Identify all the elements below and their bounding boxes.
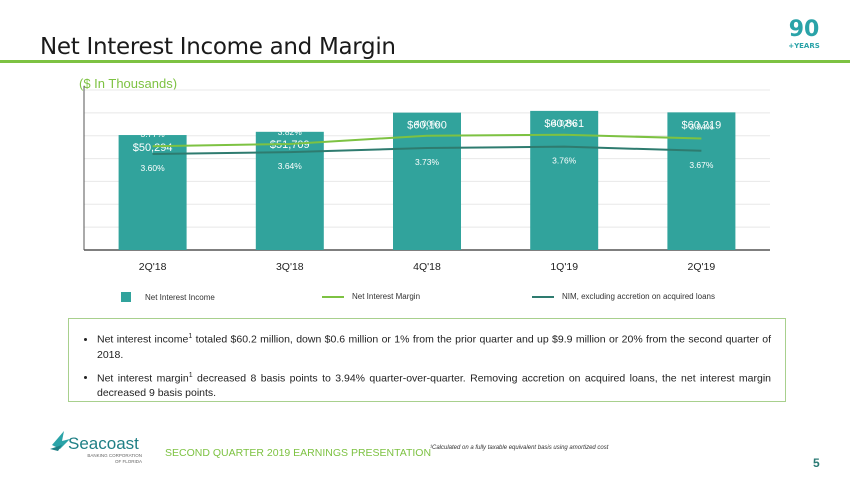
nim-data-label: 3.77% xyxy=(141,129,166,139)
legend-label: Net Interest Income xyxy=(145,292,215,302)
logo-name: Seacoast xyxy=(68,434,139,453)
logo-tagline-1: BANKING CORPORATION xyxy=(87,453,142,458)
bar-value-label: $60,219 xyxy=(682,119,722,131)
bar-1Q'19 xyxy=(530,110,599,250)
nim-ex-data-label: 3.76% xyxy=(552,156,577,166)
legend-item-net-interest-income: Net Interest Income xyxy=(121,292,215,302)
nim-data-label: 3.94% xyxy=(689,121,714,131)
footer-presentation-title: SECOND QUARTER 2019 EARNINGS PRESENTATIO… xyxy=(165,447,432,459)
anniversary-label: +YEARS xyxy=(788,42,820,50)
legend-swatch-bar xyxy=(121,292,131,302)
bar-2Q'19 xyxy=(667,112,736,251)
legend-swatch-line xyxy=(322,295,344,298)
page-number: 5 xyxy=(813,456,820,470)
nim-ex-data-label: 3.64% xyxy=(278,161,303,171)
nii-margin-chart: $50,2942Q'18$51,7093Q'18$60,1004Q'18$60,… xyxy=(83,86,770,273)
x-tick-label: 2Q'19 xyxy=(688,261,716,273)
seacoast-logo: Seacoast BANKING CORPORATION OF FLORIDA xyxy=(50,431,142,464)
chart-subtitle: ($ In Thousands) xyxy=(79,76,178,91)
bullet-nim: Net interest margin1 decreased 8 basis p… xyxy=(97,368,771,402)
page-title: Net Interest Income and Margin xyxy=(40,34,396,60)
nim-ex-data-label: 3.60% xyxy=(141,163,166,173)
legend-item-nim-ex-accretion: NIM, excluding accretion on acquired loa… xyxy=(532,292,715,301)
summary-box: Net interest income1 totaled $60.2 milli… xyxy=(68,318,786,402)
x-tick-label: 2Q'18 xyxy=(139,261,167,273)
anniversary-number: 90 xyxy=(789,17,820,42)
sail-icon xyxy=(52,431,70,449)
nim-data-label: 3.82% xyxy=(278,127,303,137)
bar-value-label: $60,861 xyxy=(544,118,584,130)
legend-label: NIM, excluding accretion on acquired loa… xyxy=(562,292,715,301)
nim-data-label: 4.00% xyxy=(415,119,440,129)
nim-ex-data-label: 3.73% xyxy=(415,157,440,167)
anniversary-90-years-logo: 90 +YEARS xyxy=(788,17,820,50)
title-divider xyxy=(0,60,850,63)
bar-value-label: $60,100 xyxy=(407,120,447,132)
legend-label: Net Interest Margin xyxy=(352,292,421,301)
nim-excluding-accretion-line xyxy=(152,145,702,155)
net-interest-margin-line xyxy=(152,133,702,148)
footnote: ¹Calculated on a fully taxable equivalen… xyxy=(430,445,609,451)
nim-ex-data-label: 3.67% xyxy=(689,160,714,170)
nim-data-label: 4.02% xyxy=(552,118,577,128)
legend-swatch-line xyxy=(532,295,554,298)
x-tick-label: 4Q'18 xyxy=(413,261,441,273)
x-tick-label: 1Q'19 xyxy=(550,261,578,273)
bar-value-label: $50,294 xyxy=(133,142,173,154)
bar-4Q'18 xyxy=(393,112,461,250)
x-tick-label: 3Q'18 xyxy=(276,261,304,273)
logo-tagline-2: OF FLORIDA xyxy=(115,459,142,464)
legend-item-net-interest-margin: Net Interest Margin xyxy=(322,292,420,301)
bullet-nii: Net interest income1 totaled $60.2 milli… xyxy=(97,329,771,363)
